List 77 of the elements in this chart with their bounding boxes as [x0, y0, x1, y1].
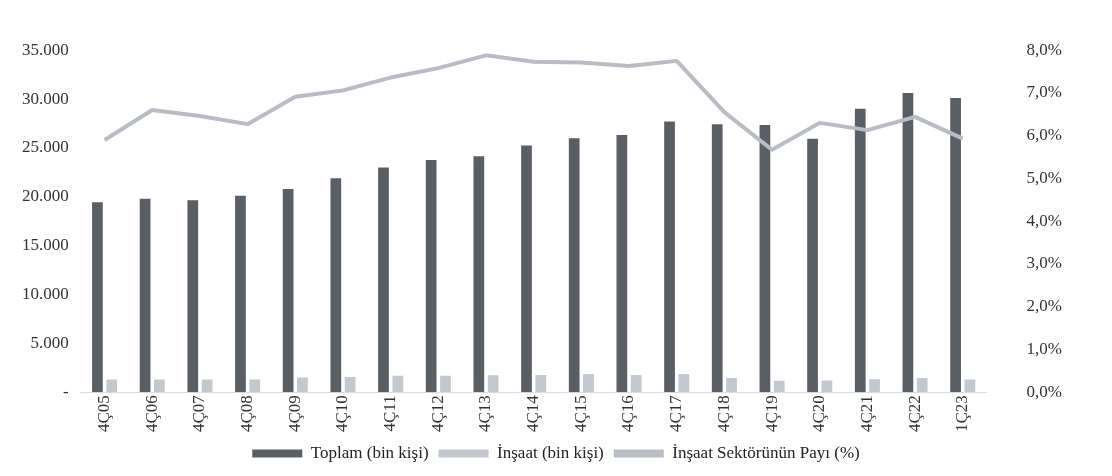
y-tick-label: 5.000 — [30, 332, 69, 352]
y2-tick-label: 3,0% — [1026, 253, 1063, 273]
bar — [854, 108, 866, 393]
y-tick-label: - — [63, 381, 70, 401]
bar — [583, 374, 594, 393]
bar — [711, 124, 723, 393]
x-tick-label: 4Ç15 — [570, 395, 590, 432]
x-tick-label: 4Ç10 — [332, 395, 352, 432]
bar — [678, 374, 690, 393]
y2-tick-label: 1,0% — [1026, 338, 1063, 358]
bar — [630, 375, 642, 393]
bar — [759, 125, 771, 393]
y-tick-label: 25.000 — [22, 137, 69, 157]
y-tick-label: 30.000 — [22, 88, 69, 108]
x-tick-label: 4Ç19 — [761, 395, 781, 432]
bar — [869, 379, 880, 393]
bar — [297, 377, 308, 393]
bar — [187, 200, 199, 393]
x-tick-label: 4Ç20 — [809, 395, 829, 432]
bar — [249, 379, 261, 393]
bar — [92, 202, 103, 393]
y-tick-label: 20.000 — [22, 186, 69, 206]
x-tick-label: 4Ç17 — [666, 394, 686, 432]
x-tick-label: 4Ç13 — [475, 395, 495, 432]
bar — [235, 195, 246, 393]
bar — [344, 376, 356, 393]
bar — [568, 138, 580, 393]
x-tick-label: 4Ç16 — [618, 395, 638, 432]
x-tick-label: 4Ç11 — [380, 395, 400, 432]
x-tick-label: 4Ç21 — [856, 395, 876, 432]
bar — [821, 380, 833, 393]
bar — [330, 178, 342, 393]
x-tick-label: 4Ç22 — [904, 395, 924, 432]
x-tick-label: 4Ç08 — [237, 395, 257, 432]
x-tick-label: 4Ç05 — [94, 395, 114, 432]
bar — [139, 198, 151, 393]
bar — [473, 156, 485, 393]
bar — [425, 159, 437, 393]
bar — [726, 378, 737, 393]
y2-tick-label: 7,0% — [1026, 82, 1063, 102]
x-tick-label: 4Ç09 — [284, 395, 304, 432]
bar — [521, 145, 532, 393]
bar — [392, 375, 404, 393]
bar — [902, 92, 914, 393]
y2-tick-label: 0,0% — [1026, 381, 1063, 401]
y-tick-label: 15.000 — [22, 235, 69, 255]
bar — [964, 379, 976, 393]
legend-label: Toplam (bin kişi) — [310, 442, 429, 462]
bar — [106, 379, 118, 393]
bar — [807, 138, 818, 393]
bar — [773, 380, 785, 393]
y2-tick-label: 5,0% — [1026, 167, 1063, 187]
y-tick-label: 35.000 — [22, 39, 69, 59]
y2-tick-label: 8,0% — [1026, 39, 1063, 59]
x-tick-label: 4Ç12 — [427, 395, 447, 432]
bar — [616, 135, 628, 393]
bar — [487, 375, 499, 393]
bar — [664, 121, 675, 393]
x-tick-label: 4Ç18 — [713, 395, 733, 432]
legend-label: İnşaat Sektörünün Payı (%) — [672, 442, 860, 462]
bar — [201, 379, 213, 393]
bar — [154, 379, 165, 393]
bar — [950, 97, 961, 393]
y-tick-label: 10.000 — [22, 283, 69, 303]
legend-label: İnşaat (bin kişi) — [497, 442, 604, 462]
bar — [440, 375, 451, 393]
bar — [535, 375, 547, 393]
x-tick-label: 4Ç14 — [523, 394, 543, 432]
x-tick-label: 4Ç07 — [189, 394, 209, 432]
y2-tick-label: 4,0% — [1026, 210, 1063, 230]
bar — [916, 378, 928, 393]
x-tick-label: 1Ç23 — [952, 395, 972, 432]
bar — [282, 188, 294, 393]
y2-tick-label: 2,0% — [1026, 296, 1063, 316]
bar — [378, 167, 389, 393]
y2-tick-label: 6,0% — [1026, 125, 1063, 145]
x-tick-label: 4Ç06 — [141, 395, 161, 432]
